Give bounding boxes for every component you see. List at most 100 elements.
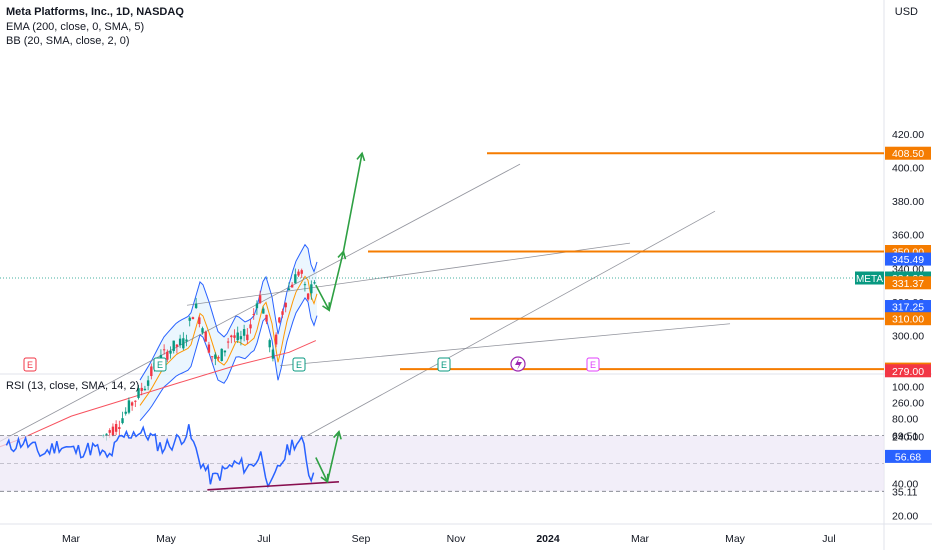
candle-body	[172, 340, 175, 352]
earnings-marker: E	[23, 357, 37, 372]
rsi-value-box	[885, 449, 931, 463]
candle-body	[242, 329, 246, 336]
time-tick-label: Mar	[62, 533, 81, 545]
trend-line	[299, 210, 716, 441]
rsi-tick-label: 20.00	[892, 511, 918, 523]
candle-body	[137, 388, 140, 398]
price-label-box	[885, 146, 931, 160]
candle-body	[124, 411, 127, 414]
rsi-band-value: 35.11	[892, 486, 918, 498]
time-axis[interactable]: Mar May Jul Sep Nov 2024 Mar May Jul	[62, 533, 836, 545]
candle-body	[306, 293, 310, 300]
price-label-box	[885, 300, 931, 314]
candle-body	[185, 339, 188, 342]
rsi-tick-label: 100.00	[892, 381, 924, 393]
bb-fill	[140, 244, 317, 421]
candle-body	[297, 271, 300, 276]
candle-body	[150, 366, 153, 377]
candle-body	[220, 348, 223, 361]
candle-body	[252, 314, 255, 316]
price-label-text: 331.37	[892, 278, 924, 290]
candle-body	[214, 354, 217, 359]
time-tick-label: 2024	[536, 533, 560, 545]
time-tick-label: Jul	[257, 533, 270, 545]
rsi-band-value: 69.51	[892, 431, 918, 443]
horizontal-levels[interactable]	[0, 152, 884, 371]
rsi-legend: RSI (13, close, SMA, 14, 2)	[6, 380, 140, 392]
candle-body	[210, 356, 214, 358]
candle-body	[271, 349, 275, 359]
rsi-tick-label: 80.00	[892, 414, 918, 426]
price-projection-arrow-head	[322, 302, 331, 312]
candle-body	[114, 424, 118, 432]
candle-body	[121, 418, 124, 424]
price-tick-label: 420.00	[892, 129, 924, 141]
candle-body	[230, 335, 233, 338]
bb-lower	[139, 297, 318, 422]
symbol-tag-box	[855, 271, 884, 285]
candle-body	[255, 303, 259, 309]
candle-body	[268, 340, 271, 348]
earnings-marker-label: E	[441, 360, 447, 370]
price-label-text: 317.25	[892, 302, 924, 314]
earnings-marker-box	[437, 357, 451, 372]
candle-body	[258, 295, 262, 303]
earnings-marker-label: E	[296, 360, 302, 370]
time-tick-label: Jul	[822, 533, 835, 545]
candle-body	[130, 402, 134, 406]
price-label-text: 408.50	[892, 148, 924, 160]
candle-body	[105, 433, 108, 435]
price-projection-arrow-head	[356, 151, 366, 162]
rsi-value-text: 56.68	[895, 451, 921, 463]
price-tick-label: 400.00	[892, 163, 924, 175]
candle-body	[178, 338, 182, 345]
candle-body	[265, 314, 268, 322]
price-tick-label: 260.00	[892, 398, 924, 410]
rsi-tick-label: 40.00	[892, 478, 918, 490]
candle-body	[175, 344, 179, 347]
candle-body	[198, 317, 201, 325]
price-label-text: 279.00	[892, 366, 924, 378]
symbol-tag-text: META	[856, 274, 883, 285]
price-label-text: 310.00	[892, 314, 924, 326]
price-label-box	[885, 252, 931, 266]
ema-legend: EMA (200, close, 0, SMA, 5)	[6, 21, 145, 33]
candle-body	[284, 302, 287, 308]
candle-body	[182, 338, 185, 349]
candle-body	[236, 332, 239, 341]
price-projection-arrow-head	[337, 249, 347, 260]
currency-label[interactable]: USD	[894, 6, 918, 18]
trend-line	[186, 242, 631, 306]
candle-body	[281, 311, 284, 315]
trend-line	[279, 323, 731, 367]
projection-arrows[interactable]	[315, 151, 366, 312]
earnings-marker-box	[292, 357, 306, 372]
bb-basis	[139, 275, 318, 406]
candle-body	[226, 341, 230, 343]
rsi-projection-arrow-head	[333, 429, 342, 440]
split-event-icon	[510, 356, 526, 372]
candle-body	[191, 317, 195, 320]
candle-body	[207, 344, 211, 353]
candle-body	[118, 427, 121, 429]
price-projection-arrow	[315, 153, 363, 312]
candle-body	[140, 387, 143, 391]
candle-body	[239, 336, 243, 340]
price-axis[interactable]: 240.00260.00280.00300.00320.00340.00360.…	[855, 129, 931, 523]
candle-body	[201, 328, 204, 333]
candle-body	[294, 274, 297, 284]
earnings-marker: E	[437, 357, 451, 372]
earnings-marker-box	[153, 357, 167, 372]
candle-body	[217, 357, 220, 359]
price-tick-label: 240.00	[892, 431, 924, 443]
candle-body	[300, 270, 303, 274]
price-tick-label: 380.00	[892, 196, 924, 208]
earnings-marker: E	[292, 357, 306, 372]
candle-body	[249, 324, 252, 329]
price-tick-label: 360.00	[892, 230, 924, 242]
candle-body	[233, 335, 236, 338]
bollinger-bands	[139, 243, 318, 422]
candle-body	[127, 400, 131, 413]
